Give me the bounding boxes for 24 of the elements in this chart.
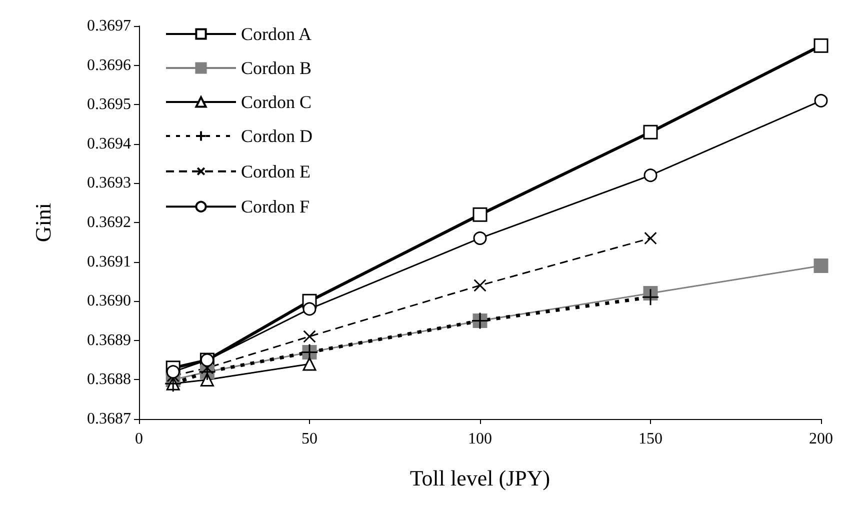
y-tick-label: 0.3692 — [87, 214, 131, 231]
x-tick-label: 0 — [135, 430, 143, 448]
y-tick-label: 0.3695 — [87, 96, 131, 114]
y-tick-label: 0.3693 — [87, 174, 131, 192]
y-tick-label: 0.3688 — [87, 371, 131, 388]
y-tick-label: 0.3689 — [87, 332, 131, 349]
x-tick-label: 50 — [302, 430, 318, 448]
x-axis-title: Toll level (JPY) — [410, 466, 550, 490]
y-tick-label: 0.3694 — [87, 135, 131, 152]
x-tick-label: 200 — [809, 430, 833, 448]
legend-label: Cordon F — [241, 196, 310, 217]
y-tick-label: 0.3690 — [87, 292, 131, 310]
y-tick-label: 0.3687 — [87, 410, 131, 428]
legend-label: Cordon E — [241, 161, 310, 182]
x-tick-label: 150 — [638, 430, 662, 448]
legend-label: Cordon C — [241, 92, 312, 112]
y-tick-label: 0.3691 — [87, 253, 131, 270]
y-tick-label: 0.3696 — [87, 56, 131, 74]
legend-label: Cordon B — [241, 58, 312, 78]
y-tick-label: 0.3697 — [87, 18, 131, 34]
legend-label: Cordon D — [241, 126, 312, 146]
y-axis-title: Gini — [30, 202, 56, 242]
legend-label: Cordon A — [241, 24, 312, 44]
x-tick-label: 100 — [468, 430, 492, 448]
